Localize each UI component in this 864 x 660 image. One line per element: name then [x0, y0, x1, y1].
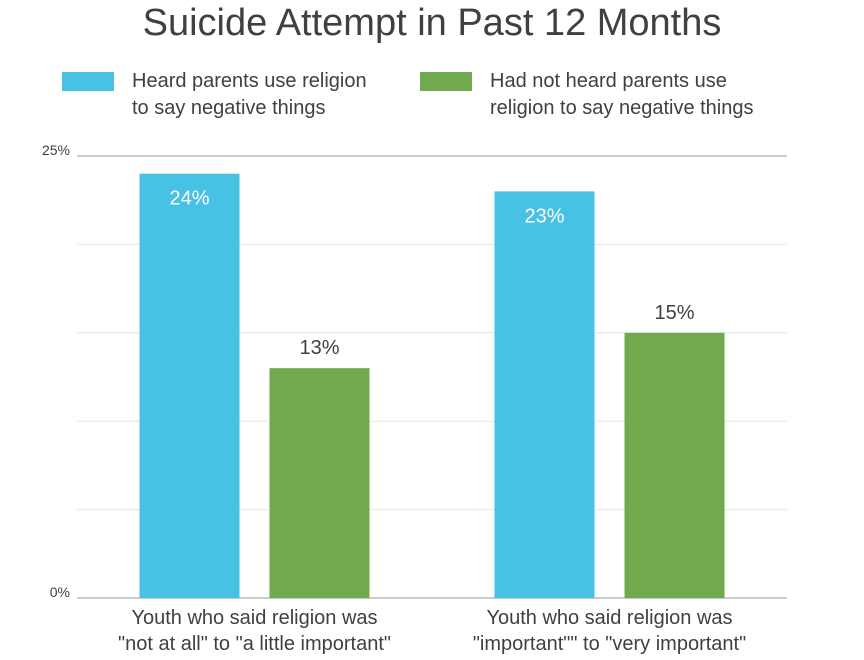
legend-swatch-not-heard [420, 72, 472, 91]
bar [494, 191, 595, 599]
bar [139, 173, 240, 598]
x-category-label: Youth who said religion was [131, 607, 377, 629]
x-category-label: Youth who said religion was [486, 607, 732, 629]
legend-label-line: to say negative things [132, 97, 326, 119]
chart-title: Suicide Attempt in Past 12 Months [142, 2, 722, 44]
legend-label-heard: Heard parents use religion to say negati… [132, 68, 452, 122]
data-label: 15% [654, 302, 694, 324]
x-category-label: "not at all" to "a little important" [118, 633, 391, 655]
legend-label-not-heard: Had not heard parents use religion to sa… [490, 68, 810, 122]
data-label: 23% [524, 205, 564, 227]
x-category-label: "important"" to "very important" [473, 633, 746, 655]
legend-label-line: religion to say negative things [490, 97, 754, 119]
y-tick-label-max: 25% [42, 142, 70, 158]
y-tick-label-min: 0% [50, 584, 70, 600]
legend-swatch-heard [62, 72, 114, 91]
legend-label-line: Heard parents use religion [132, 70, 367, 92]
data-label: 24% [169, 188, 209, 210]
bar [624, 332, 725, 598]
legend-label-line: Had not heard parents use [490, 70, 727, 92]
data-label: 13% [299, 337, 339, 359]
bar [269, 368, 370, 598]
